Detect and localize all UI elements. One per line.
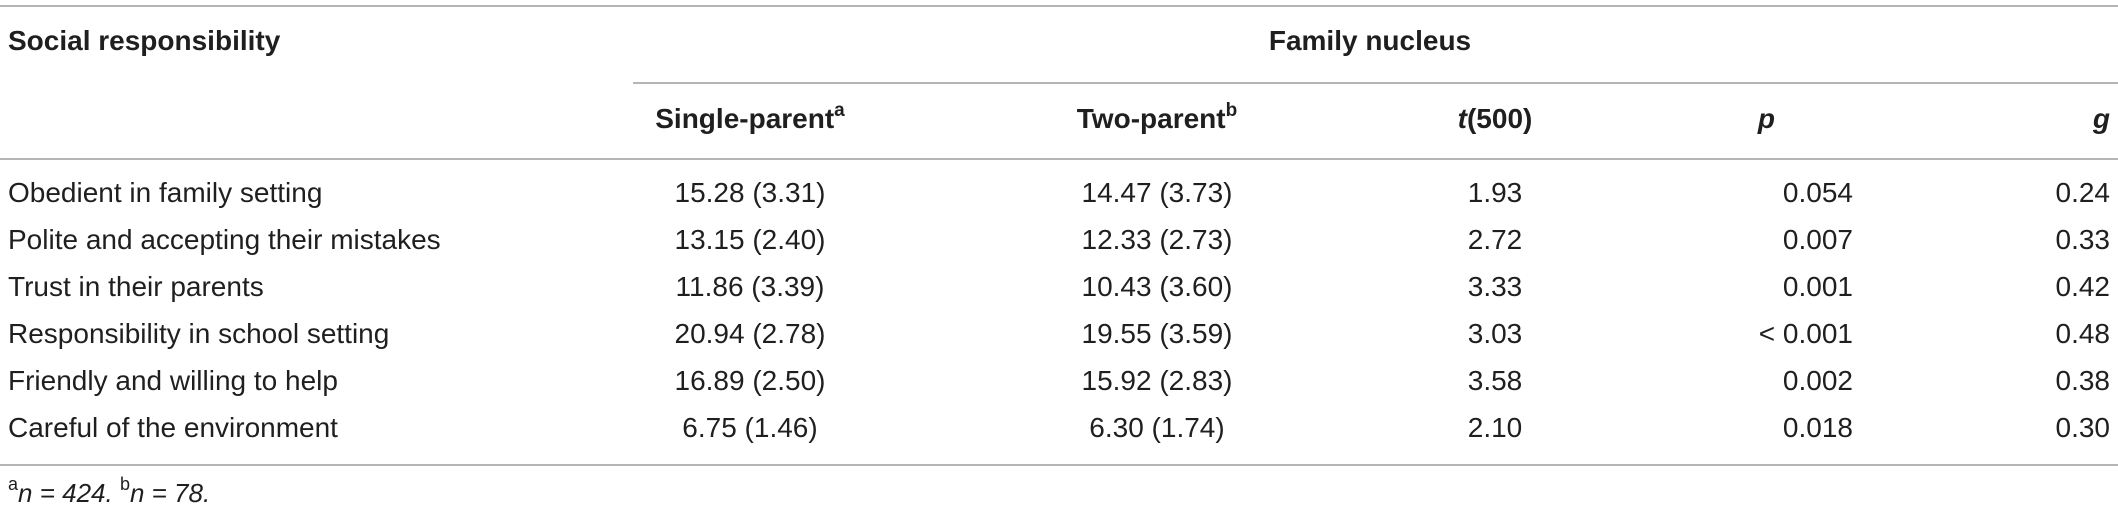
cell-single-parent: 11.86 (3.39) [675,271,825,302]
cell-g: 0.24 [2055,177,2111,208]
cell-g: 0.48 [2055,318,2111,349]
col-header-single-parent-sup: a [834,99,845,121]
cell-t: 2.72 [1467,224,1523,255]
cell-p: 0.018 [1782,412,1853,443]
cell-p: < 0.001 [1758,318,1853,349]
cell-single-parent: 6.75 (1.46) [682,412,818,443]
footnote-a-text: n = 424. [18,478,120,508]
col-header-p-label: p [1757,103,1775,134]
cell-p: 0.002 [1782,365,1853,396]
group-header: Family nucleus [1268,25,1472,56]
cell-two-parent: 6.30 (1.74) [1089,412,1225,443]
cell-single-parent: 15.28 (3.31) [674,177,826,208]
table-footnote: an = 424. bn = 78. [8,474,211,509]
col-header-two-parent-sup: b [1225,99,1238,121]
header-bottom-rule [0,158,2118,160]
cell-t: 3.33 [1467,271,1523,302]
cell-g: 0.33 [2055,224,2111,255]
cell-two-parent: 19.55 (3.59) [1081,318,1233,349]
cell-p: 0.054 [1782,177,1853,208]
group-header-rule [633,82,2118,84]
col-header-single-parent-label: Single-parent [655,103,835,134]
col-header-t: t(500) [1450,102,1540,136]
cell-p: 0.007 [1782,224,1853,255]
col-header-two-parent: Two-parentb [1062,99,1252,136]
col-header-single-parent: Single-parenta [645,99,855,136]
footnote-b-text: n = 78. [129,478,211,508]
cell-t: 2.10 [1467,412,1523,443]
table-top-rule [0,5,2118,7]
footnote-a-marker: a [8,474,19,495]
cell-two-parent: 15.92 (2.83) [1081,365,1233,396]
cell-single-parent: 20.94 (2.78) [674,318,826,349]
cell-t: 3.03 [1467,318,1523,349]
cell-t: 1.93 [1467,177,1523,208]
footnote-b-marker: b [119,474,130,495]
row-label: Polite and accepting their mistakes [8,224,441,255]
row-label: Obedient in family setting [8,177,323,208]
cell-g: 0.30 [2055,412,2111,443]
cell-g: 0.42 [2055,271,2111,302]
col-header-g-label: g [2092,103,2110,134]
row-label: Responsibility in school setting [8,318,390,349]
row-label: Careful of the environment [8,412,338,443]
cell-p: 0.001 [1782,271,1853,302]
col-header-t-rest: (500) [1466,103,1533,134]
cell-two-parent: 12.33 (2.73) [1081,224,1233,255]
col-header-two-parent-label: Two-parent [1076,103,1226,134]
cell-t: 3.58 [1467,365,1523,396]
col-header-t-italic: t [1457,103,1467,134]
row-label: Trust in their parents [8,271,264,302]
cell-single-parent: 16.89 (2.50) [674,365,826,396]
stub-header: Social responsibility [8,25,281,56]
table-bottom-rule [0,464,2118,466]
col-header-p: p [1685,102,1775,136]
col-header-g: g [2000,102,2110,136]
cell-g: 0.38 [2055,365,2111,396]
cell-two-parent: 10.43 (3.60) [1081,271,1233,302]
row-label: Friendly and willing to help [8,365,338,396]
cell-two-parent: 14.47 (3.73) [1081,177,1233,208]
cell-single-parent: 13.15 (2.40) [674,224,826,255]
